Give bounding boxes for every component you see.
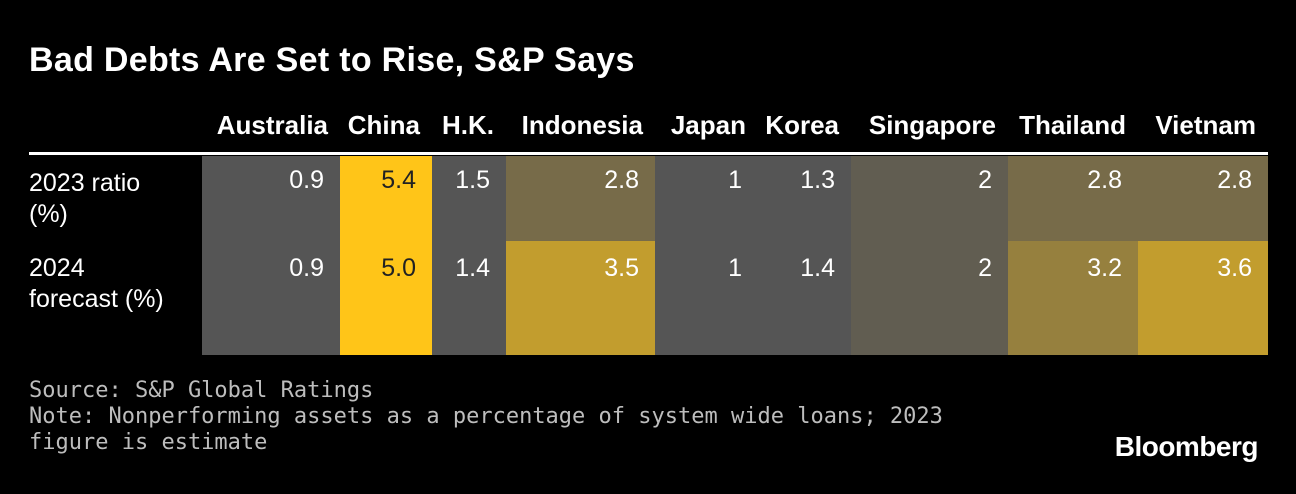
heatmap-cell <box>758 156 851 241</box>
footer: Source: S&P Global Ratings Note: Nonperf… <box>29 378 1029 456</box>
heatmap-cell <box>1138 156 1268 241</box>
heatmap-cell <box>506 241 655 355</box>
cell-value: 3.5 <box>604 254 639 282</box>
cell-value: 1 <box>728 166 742 194</box>
heatmap-cell <box>432 156 506 241</box>
column-header: Japan <box>670 110 746 140</box>
cell-value: 2.8 <box>1087 166 1122 194</box>
bloomberg-logo: Bloomberg <box>1114 431 1259 462</box>
column-header: Singapore <box>868 110 996 140</box>
header-rule <box>29 152 1268 155</box>
heatmap-cell <box>655 241 758 355</box>
cell-value: 5.4 <box>381 166 416 194</box>
heatmap-cell <box>340 241 432 355</box>
column-header: Korea <box>765 110 839 140</box>
cell-value: 0.9 <box>289 166 324 194</box>
cell-value: 0.9 <box>289 254 324 282</box>
column-header: Indonesia <box>521 110 643 140</box>
row-label: 2023 ratio (%) <box>29 169 141 228</box>
row-label: 2024 forecast (%) <box>29 254 164 313</box>
cell-value: 1.4 <box>800 254 835 282</box>
cell-value: 1 <box>728 254 742 282</box>
heatmap-cell <box>655 156 758 241</box>
column-header: Australia <box>216 110 328 140</box>
cell-value: 3.2 <box>1087 254 1122 282</box>
heatmap-cell <box>432 241 506 355</box>
cell-value: 2 <box>978 254 992 282</box>
heatmap-cell <box>1138 241 1268 355</box>
heatmap-cell <box>506 156 655 241</box>
cell-value: 2.8 <box>604 166 639 194</box>
column-header: H.K. <box>442 110 494 140</box>
heatmap-cell <box>202 156 340 241</box>
cell-value: 2 <box>978 166 992 194</box>
heatmap-cell <box>1008 156 1138 241</box>
heatmap-cell <box>851 156 1008 241</box>
column-header: Vietnam <box>1155 110 1256 140</box>
chart-title: Bad Debts Are Set to Rise, S&P Says <box>29 41 635 79</box>
column-header: Thailand <box>1019 110 1126 140</box>
cell-value: 3.6 <box>1217 254 1252 282</box>
source-note: Source: S&P Global Ratings <box>29 378 374 403</box>
heatmap-cell <box>202 241 340 355</box>
footnote: Note: Nonperforming assets as a percenta… <box>29 404 943 455</box>
cell-value: 2.8 <box>1217 166 1252 194</box>
cell-value: 5.0 <box>381 254 416 282</box>
cell-value: 1.4 <box>455 254 490 282</box>
cell-value: 1.3 <box>800 166 835 194</box>
column-header: China <box>347 110 420 140</box>
heatmap-cell <box>851 241 1008 355</box>
heatmap-cell <box>758 241 851 355</box>
cell-value: 1.5 <box>455 166 490 194</box>
heatmap-cell <box>1008 241 1138 355</box>
heatmap-cell <box>340 156 432 241</box>
